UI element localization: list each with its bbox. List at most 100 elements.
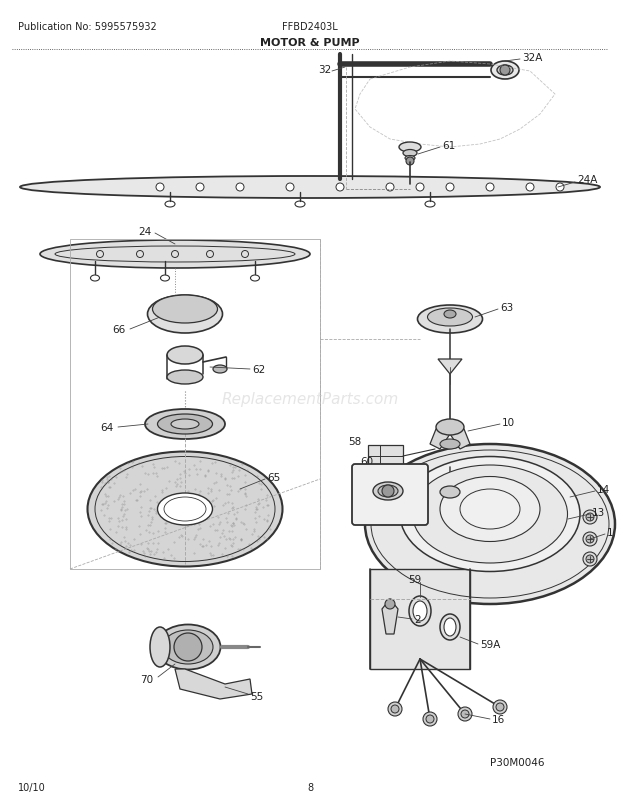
Ellipse shape [157, 415, 213, 435]
Circle shape [388, 702, 402, 716]
Ellipse shape [440, 486, 460, 498]
Circle shape [586, 535, 594, 543]
Ellipse shape [167, 371, 203, 384]
Text: 59A: 59A [480, 639, 500, 649]
Text: 55: 55 [250, 691, 264, 701]
Text: 61: 61 [442, 141, 455, 151]
Text: ReplacementParts.com: ReplacementParts.com [221, 392, 399, 407]
Ellipse shape [413, 602, 427, 622]
Circle shape [336, 184, 344, 192]
Ellipse shape [153, 296, 218, 323]
Text: 24A: 24A [577, 175, 598, 184]
Circle shape [586, 513, 594, 521]
Circle shape [196, 184, 204, 192]
Circle shape [446, 184, 454, 192]
Ellipse shape [378, 485, 398, 497]
Ellipse shape [40, 241, 310, 269]
Ellipse shape [440, 614, 460, 640]
Circle shape [426, 715, 434, 723]
Text: 8: 8 [307, 782, 313, 792]
Ellipse shape [400, 457, 580, 572]
Circle shape [496, 703, 504, 711]
Text: 66: 66 [112, 325, 125, 334]
Ellipse shape [444, 618, 456, 636]
Text: P30M0046: P30M0046 [490, 757, 544, 767]
Text: 10: 10 [502, 418, 515, 427]
Polygon shape [430, 429, 470, 449]
Ellipse shape [87, 452, 283, 567]
Ellipse shape [428, 309, 472, 326]
Circle shape [156, 184, 164, 192]
Ellipse shape [150, 627, 170, 667]
Ellipse shape [440, 477, 540, 542]
Text: 70: 70 [140, 674, 153, 684]
Circle shape [382, 485, 394, 497]
Circle shape [583, 533, 597, 546]
Circle shape [386, 184, 394, 192]
Text: 24: 24 [138, 227, 151, 237]
Polygon shape [438, 359, 462, 375]
Ellipse shape [399, 143, 421, 153]
Circle shape [181, 505, 189, 513]
Circle shape [526, 184, 534, 192]
Text: 32: 32 [318, 65, 331, 75]
Ellipse shape [444, 310, 456, 318]
Text: 58: 58 [348, 436, 361, 447]
Ellipse shape [164, 497, 206, 521]
Text: 64: 64 [100, 423, 113, 432]
Ellipse shape [440, 439, 460, 449]
Ellipse shape [412, 465, 567, 563]
Ellipse shape [491, 62, 519, 80]
Text: 13: 13 [592, 508, 605, 517]
Bar [370, 569, 470, 669]
Polygon shape [382, 599, 398, 634]
Text: 16: 16 [492, 714, 505, 724]
Ellipse shape [373, 482, 403, 500]
Text: MOTOR & PUMP: MOTOR & PUMP [260, 38, 360, 48]
Bar [368, 445, 403, 468]
Ellipse shape [156, 625, 221, 670]
Circle shape [458, 707, 472, 721]
Ellipse shape [405, 156, 415, 161]
Polygon shape [175, 669, 252, 699]
Circle shape [461, 710, 469, 718]
Circle shape [286, 184, 294, 192]
Ellipse shape [460, 489, 520, 529]
Circle shape [500, 66, 510, 76]
Ellipse shape [145, 410, 225, 439]
Ellipse shape [213, 366, 227, 374]
Text: 62: 62 [252, 365, 265, 375]
Ellipse shape [171, 419, 199, 429]
Text: 1: 1 [607, 528, 614, 537]
Text: 60: 60 [360, 456, 373, 467]
Text: 59: 59 [408, 574, 421, 585]
Ellipse shape [409, 596, 431, 626]
Text: 14: 14 [597, 484, 610, 494]
Ellipse shape [365, 444, 615, 604]
Text: Publication No: 5995575932: Publication No: 5995575932 [18, 22, 157, 32]
Circle shape [385, 599, 395, 610]
Ellipse shape [157, 493, 213, 525]
Ellipse shape [417, 306, 482, 334]
Ellipse shape [436, 419, 464, 435]
Ellipse shape [163, 630, 213, 664]
Ellipse shape [403, 150, 417, 157]
Circle shape [583, 553, 597, 566]
Text: 32A: 32A [522, 53, 542, 63]
Text: 63: 63 [500, 302, 513, 313]
Ellipse shape [148, 296, 223, 334]
Circle shape [406, 158, 414, 166]
FancyBboxPatch shape [352, 464, 428, 525]
Bar [70, 240, 320, 569]
Text: 65: 65 [267, 472, 280, 482]
Circle shape [423, 712, 437, 726]
Ellipse shape [20, 176, 600, 199]
Ellipse shape [497, 66, 513, 76]
Circle shape [486, 184, 494, 192]
Ellipse shape [167, 346, 203, 365]
Circle shape [236, 184, 244, 192]
Circle shape [493, 700, 507, 714]
Text: FFBD2403L: FFBD2403L [282, 22, 338, 32]
Ellipse shape [95, 457, 275, 561]
Text: 2: 2 [414, 614, 420, 624]
